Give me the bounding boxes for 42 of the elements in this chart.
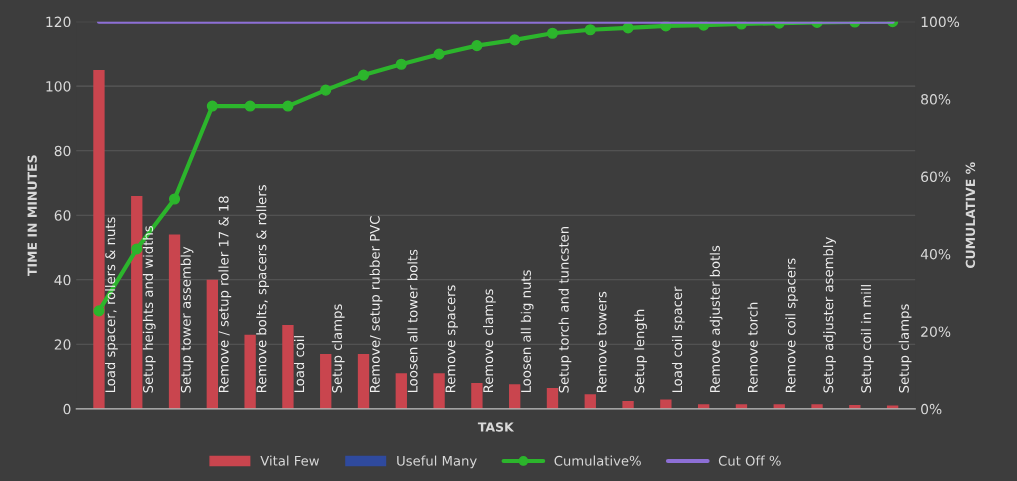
x-tick-label: Setup tower assembly <box>180 246 194 393</box>
legend-label: Cumulative% <box>554 455 641 466</box>
y2-tick-label: 20% <box>921 326 951 337</box>
legend-label: Vital Few <box>260 455 319 466</box>
x-tick-label: Setup adjuster asembly <box>823 237 836 393</box>
y-tick-label: 60 <box>54 210 71 221</box>
y2-tick-label: 0% <box>921 403 942 415</box>
x-tick-label: Remove coil spacers <box>785 258 799 393</box>
y2-tick-label: 60% <box>921 171 951 182</box>
x-tick-label: Remove spacers <box>445 285 458 393</box>
y-tick-label: 120 <box>46 16 71 28</box>
legend-label: Cut Off % <box>718 455 781 466</box>
x-tick-label: Remove towers <box>596 291 607 393</box>
y2-tick-label: 100% <box>921 16 960 28</box>
x-tick-label: Setup heights and widths <box>142 226 156 393</box>
y2-tick-label: 40% <box>920 248 951 260</box>
x-tick-label: Remove/ setup rubber PVC <box>369 216 383 393</box>
x-axis-title: TASK <box>477 422 515 432</box>
x-tick-label: Remove bolts, spacers & rollers <box>256 185 269 393</box>
x-tick-label: Setup clamps <box>898 304 912 393</box>
y-tick-label: 0 <box>63 403 71 415</box>
x-tick-label: Setup length <box>634 309 647 393</box>
x-tick-label: Remove clamps <box>482 289 496 393</box>
x-tick-label: Remove torch <box>747 302 758 393</box>
y-tick-label: 80 <box>54 145 71 157</box>
x-tick-label: Remove / setup roller 17 & 18 <box>218 196 232 393</box>
y-tick-label: 100 <box>46 81 71 92</box>
x-tick-label: Setup clamps <box>331 304 345 393</box>
y-tick-label: 20 <box>54 339 71 350</box>
x-tick-label: Setup torch and tuncsten <box>558 227 572 393</box>
x-tick-label: Load coil <box>294 336 305 393</box>
y2-axis-title: CUMULATIVE % <box>965 162 976 269</box>
x-tick-label: Setup coil in mill <box>860 285 874 393</box>
x-tick-label: Loosen all tower bolts <box>407 249 418 393</box>
x-tick-label: Loosen all big nuts <box>520 270 534 393</box>
x-tick-label: Remove adjuster botls <box>709 245 723 393</box>
y-axis-title: TIME IN MINUTES <box>27 155 37 277</box>
y2-tick-label: 80% <box>921 94 951 105</box>
legend-label: Useful Many <box>397 455 477 469</box>
x-tick-label: Load spacer, rollers & nuts <box>105 217 118 393</box>
y-tick-label: 40 <box>54 274 71 286</box>
x-tick-label: Load coil spacer <box>671 286 685 393</box>
